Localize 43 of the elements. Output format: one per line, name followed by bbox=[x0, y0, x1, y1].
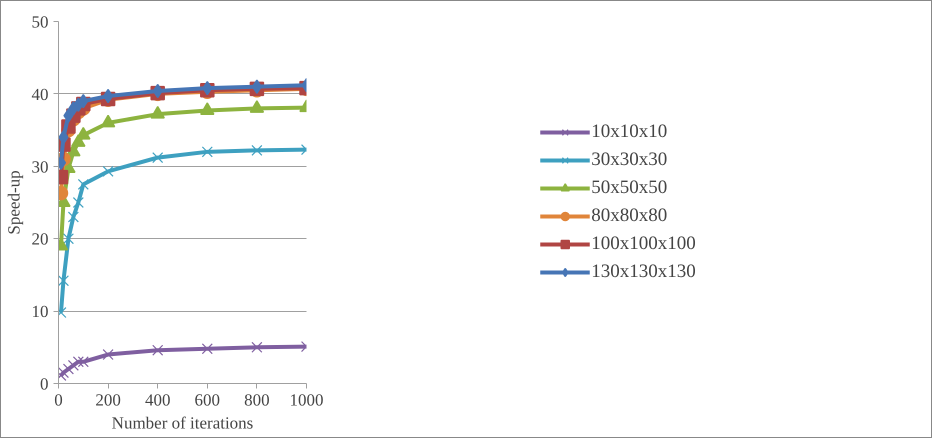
y-tick-label: 50 bbox=[32, 12, 48, 32]
point bbox=[102, 166, 114, 177]
x-axis-title: Number of iterations bbox=[112, 414, 254, 432]
x-tick-label: 400 bbox=[144, 390, 170, 410]
y-tick-label: 20 bbox=[32, 230, 48, 249]
point bbox=[251, 144, 262, 156]
point bbox=[78, 94, 88, 108]
x-tick-label: 800 bbox=[244, 390, 270, 410]
y-tick-label: 0 bbox=[40, 374, 48, 394]
point bbox=[62, 233, 74, 244]
y-tick-label: 30 bbox=[32, 157, 48, 176]
point bbox=[78, 178, 89, 190]
x-tick-label: 1000 bbox=[290, 390, 324, 410]
point bbox=[62, 363, 74, 375]
point bbox=[152, 344, 164, 356]
x-tick-label: 200 bbox=[95, 390, 121, 410]
point bbox=[68, 211, 79, 223]
point bbox=[251, 342, 262, 353]
x-tick-label: 600 bbox=[194, 390, 220, 410]
legend-label: 130x130x130 bbox=[591, 261, 696, 283]
legend-label: 10x10x10 bbox=[591, 121, 668, 143]
point bbox=[102, 348, 114, 360]
point bbox=[63, 108, 74, 123]
legend-label: 30x30x30 bbox=[591, 149, 668, 171]
point bbox=[202, 343, 213, 354]
legend-label: 50x50x50 bbox=[591, 177, 668, 199]
point bbox=[58, 367, 70, 378]
point bbox=[152, 152, 164, 164]
legend-label: 100x100x100 bbox=[591, 233, 696, 255]
point bbox=[78, 356, 89, 368]
point bbox=[68, 360, 79, 371]
point bbox=[103, 88, 114, 104]
y-axis-title: Speed-up bbox=[4, 170, 24, 235]
point bbox=[202, 146, 213, 158]
point bbox=[72, 196, 84, 208]
point bbox=[58, 130, 69, 145]
point bbox=[58, 275, 70, 286]
y-tick-label: 10 bbox=[32, 302, 48, 322]
x-tick-label: 0 bbox=[54, 390, 63, 410]
y-tick-label: 40 bbox=[32, 84, 48, 104]
legend-label: 80x80x80 bbox=[591, 205, 668, 227]
point bbox=[202, 80, 212, 96]
point bbox=[72, 356, 84, 368]
